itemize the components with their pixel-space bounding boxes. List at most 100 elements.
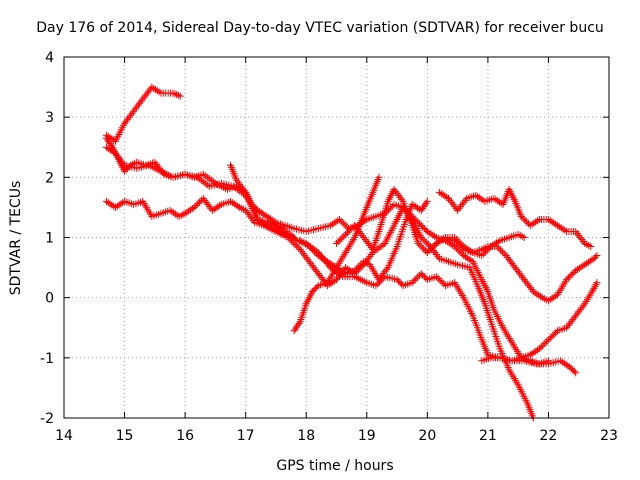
data-point bbox=[227, 197, 234, 205]
data-point bbox=[429, 243, 437, 251]
data-point bbox=[495, 244, 503, 252]
data-point bbox=[431, 232, 439, 240]
data-point bbox=[483, 246, 491, 254]
data-point bbox=[232, 201, 240, 209]
data-point bbox=[293, 242, 301, 250]
data-point bbox=[333, 264, 340, 272]
data-point bbox=[173, 91, 181, 99]
data-point bbox=[112, 203, 119, 211]
data-point bbox=[548, 294, 556, 302]
x-tick-label: 17 bbox=[237, 428, 255, 444]
data-point bbox=[570, 367, 578, 375]
data-point bbox=[530, 219, 538, 227]
data-point bbox=[300, 239, 308, 247]
data-point bbox=[417, 234, 425, 241]
data-point bbox=[289, 239, 297, 247]
data-point bbox=[441, 192, 449, 200]
data-point bbox=[230, 200, 238, 208]
data-point bbox=[445, 239, 453, 247]
data-point bbox=[419, 205, 426, 213]
data-point bbox=[354, 263, 362, 271]
data-point bbox=[458, 250, 466, 258]
data-point bbox=[290, 327, 298, 335]
data-point bbox=[526, 222, 534, 229]
data-point bbox=[537, 343, 545, 351]
data-point bbox=[460, 243, 468, 250]
data-point bbox=[452, 244, 460, 252]
data-point bbox=[463, 245, 471, 253]
data-point bbox=[566, 363, 574, 371]
data-point bbox=[296, 237, 304, 244]
data-point bbox=[353, 265, 360, 273]
data-point bbox=[438, 236, 446, 244]
data-point bbox=[465, 246, 473, 254]
data-point bbox=[331, 277, 339, 285]
data-point bbox=[208, 206, 216, 214]
data-point bbox=[422, 199, 430, 207]
data-point bbox=[575, 264, 583, 272]
data-point bbox=[562, 361, 570, 368]
data-point bbox=[171, 90, 179, 98]
data-point bbox=[153, 87, 161, 95]
data-point bbox=[581, 261, 589, 269]
data-point bbox=[214, 203, 222, 211]
y-tick-label: 1 bbox=[45, 231, 54, 247]
data-point bbox=[543, 338, 551, 346]
data-point bbox=[234, 202, 242, 210]
data-point bbox=[183, 208, 191, 216]
data-point bbox=[419, 223, 427, 231]
y-tick-label: 3 bbox=[45, 110, 54, 126]
data-point bbox=[351, 267, 359, 275]
data-point bbox=[420, 225, 428, 232]
data-point bbox=[106, 200, 114, 208]
x-tick-label: 18 bbox=[297, 428, 315, 444]
data-point bbox=[416, 205, 423, 213]
data-point bbox=[408, 200, 416, 208]
data-point bbox=[462, 253, 469, 261]
data-point bbox=[539, 341, 547, 349]
series-sat-k bbox=[478, 279, 601, 365]
data-point bbox=[256, 208, 264, 216]
data-point bbox=[574, 265, 581, 273]
data-point bbox=[410, 277, 418, 285]
data-point bbox=[102, 143, 110, 151]
data-point bbox=[102, 134, 110, 142]
data-point bbox=[570, 268, 578, 276]
data-point bbox=[532, 218, 540, 226]
data-point bbox=[494, 197, 502, 205]
data-point bbox=[310, 286, 318, 294]
data-point bbox=[105, 138, 113, 146]
data-point bbox=[434, 238, 442, 246]
data-point bbox=[249, 202, 257, 210]
series-sat-i bbox=[435, 185, 595, 250]
data-point bbox=[587, 243, 595, 250]
data-point bbox=[148, 83, 156, 91]
data-point bbox=[440, 235, 448, 243]
data-point bbox=[423, 239, 431, 247]
data-point bbox=[372, 282, 380, 290]
data-point bbox=[307, 244, 315, 252]
data-point bbox=[169, 89, 177, 97]
data-point bbox=[329, 261, 337, 269]
data-point bbox=[417, 222, 425, 229]
data-point bbox=[311, 285, 319, 293]
data-point bbox=[210, 205, 218, 213]
data-point bbox=[343, 223, 351, 231]
data-point bbox=[104, 199, 112, 207]
data-point bbox=[106, 140, 114, 148]
data-point bbox=[181, 209, 189, 217]
data-point bbox=[188, 205, 196, 213]
data-point bbox=[396, 279, 404, 287]
y-axis-label: SDTVAR / TECUs bbox=[8, 181, 24, 296]
data-point bbox=[548, 332, 556, 340]
chart-title: Day 176 of 2014, Sidereal Day-to-day VTE… bbox=[36, 20, 604, 36]
data-point bbox=[341, 221, 349, 229]
data-point bbox=[451, 234, 459, 241]
data-point bbox=[294, 321, 302, 329]
data-point bbox=[561, 226, 569, 234]
data-point bbox=[358, 259, 366, 267]
data-point bbox=[465, 255, 473, 263]
data-point bbox=[498, 248, 506, 256]
data-point bbox=[327, 260, 335, 268]
